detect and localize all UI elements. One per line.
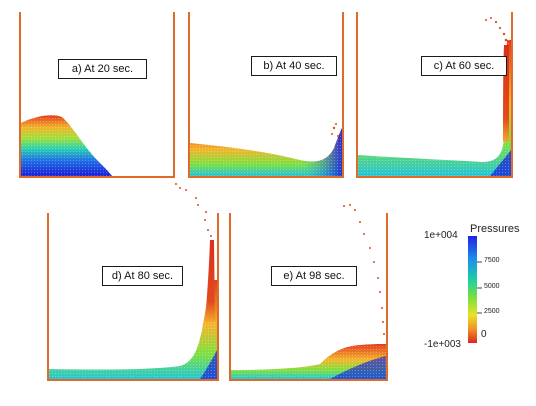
legend-tick-label: 5000 [484,283,500,290]
panel-a [19,12,175,178]
legend-tick-label: 0 [481,329,487,340]
panel-label-b: b) At 40 sec. [251,56,337,76]
tank-walls [229,213,388,381]
pressure-legend [468,236,482,343]
panel-label-d: d) At 80 sec. [102,266,183,286]
tank-walls [19,12,175,178]
panel-label-c: c) At 60 sec. [421,56,507,76]
color-bar-ticks [477,261,482,314]
panel-d [47,183,219,381]
legend-title: Pressures [470,223,520,235]
splash-droplets [485,17,508,42]
tank-walls [188,12,344,178]
legend-tick-label: 7500 [484,257,500,264]
legend-max-label: 1e+004 [424,230,458,241]
legend-tick-label: 2500 [484,308,500,315]
legend-min-label: -1e+003 [424,339,461,350]
wall-jet [205,240,215,322]
color-bar [468,236,477,343]
panel-e [229,204,388,381]
tank-walls [47,213,219,381]
splash-droplets [175,183,212,237]
splash-droplets [331,123,339,137]
tank-walls [356,12,513,178]
panel-b [188,12,344,178]
splash-droplets [343,204,385,335]
panel-label-e: e) At 98 sec. [271,266,357,286]
panel-c [356,12,513,178]
panel-label-a: a) At 20 sec. [58,59,147,79]
